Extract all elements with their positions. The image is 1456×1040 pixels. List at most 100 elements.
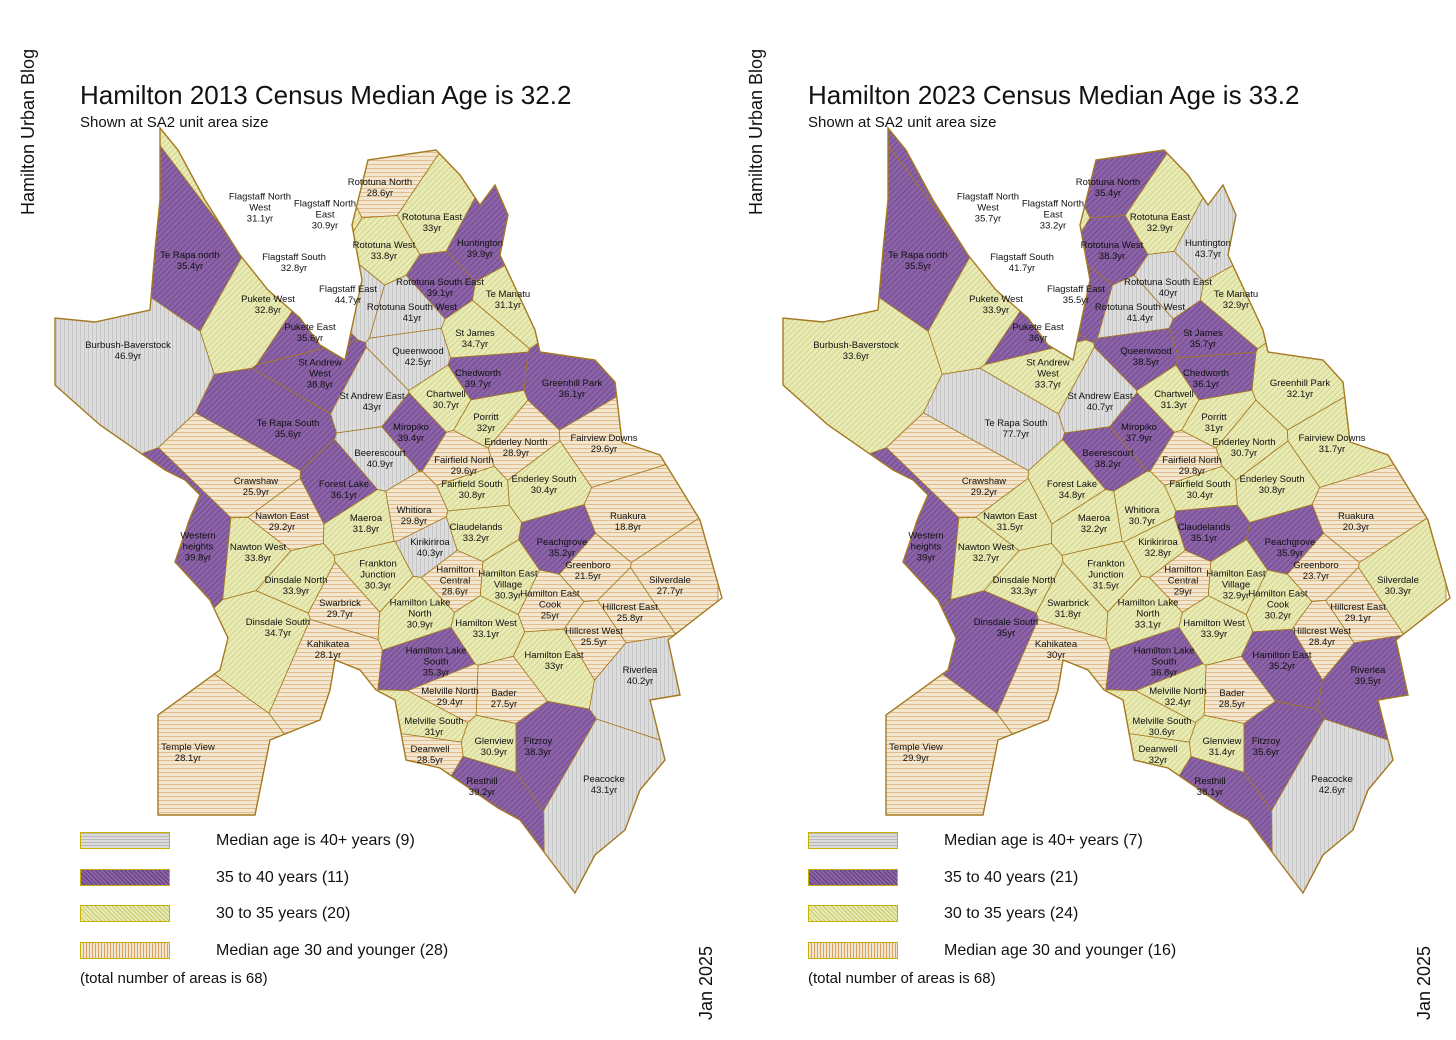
legend-swatch bbox=[808, 869, 898, 886]
area-label: Crawshaw 25.9yr bbox=[234, 476, 278, 498]
area-label: Rototuna East 32.9yr bbox=[1130, 212, 1191, 234]
area-label: Hamilton East 33yr bbox=[524, 650, 583, 672]
area-label: Miropiko 37.9yr bbox=[1121, 422, 1157, 444]
area-label: Resthill 38.1yr bbox=[1194, 776, 1225, 798]
area-label: Bader 27.5yr bbox=[491, 688, 517, 710]
area-label: Enderley South 30.4yr bbox=[512, 474, 577, 496]
area-label: Silverdale 30.3yr bbox=[1377, 575, 1419, 597]
area-label: Chedworth 36.1yr bbox=[1183, 368, 1229, 390]
area-label: Kahikatea 30yr bbox=[1035, 639, 1078, 661]
area-label: Nawton East 29.2yr bbox=[255, 511, 309, 533]
area-label: Greenhill Park 32.1yr bbox=[1270, 378, 1330, 400]
area-label: Te Rapa north 35.5yr bbox=[888, 250, 948, 272]
area-label: St Andrew West 33.7yr bbox=[1026, 358, 1069, 391]
area-label: Claudelands 35.1yr bbox=[1178, 522, 1231, 544]
area-label: Western heights 39.8yr bbox=[180, 531, 215, 564]
area-resthill bbox=[370, 756, 546, 893]
area-label: Pukete West 33.9yr bbox=[969, 294, 1023, 316]
legend-swatch bbox=[80, 832, 170, 849]
date-label: Jan 2025 bbox=[1414, 945, 1434, 1020]
area-label: Crawshaw 29.2yr bbox=[962, 476, 1006, 498]
area-label: Melville South 30.6yr bbox=[1132, 716, 1191, 738]
area-label: Fairview Downs 29.6yr bbox=[570, 433, 637, 455]
area-label: Rototuna East 33yr bbox=[402, 212, 463, 234]
map-panel-2023: Hamilton Urban Blog Hamilton 2023 Census… bbox=[728, 0, 1456, 1040]
area-label: Peachgrove 35.2yr bbox=[537, 537, 588, 559]
area-label: Riverlea 39.5yr bbox=[1351, 665, 1387, 687]
area-label: Chartwell 31.3yr bbox=[1154, 389, 1194, 411]
area-label: Pukete East 36yr bbox=[1012, 322, 1064, 344]
area-label: Swarbrick 29.7yr bbox=[319, 598, 361, 620]
map-panel-2013: Hamilton Urban Blog Hamilton 2013 Census… bbox=[18, 49, 723, 1020]
area-label: Flagstaff North East 33.2yr bbox=[1022, 199, 1084, 232]
area-label: Hamilton Lake North 30.9yr bbox=[390, 598, 451, 631]
area-label: Te Manatu 31.1yr bbox=[486, 289, 530, 311]
area-label: Hamilton West 33.9yr bbox=[1183, 618, 1245, 640]
area-label: Forest Lake 36.1yr bbox=[319, 479, 369, 501]
area-label: Temple View 29.9yr bbox=[889, 742, 943, 764]
area-label: Western heights 39yr bbox=[908, 531, 943, 564]
area-label: Pukete East 35.6yr bbox=[284, 322, 336, 344]
area-label: Burbush-Baverstock 33.6yr bbox=[813, 340, 899, 362]
area-resthill bbox=[1098, 756, 1274, 893]
area-label: Nawton West 33.8yr bbox=[230, 542, 287, 564]
area-label: Greenboro 23.7yr bbox=[1293, 560, 1338, 582]
legend-swatch bbox=[808, 905, 898, 922]
area-label: Fitzroy 35.6yr bbox=[1252, 736, 1281, 758]
area-label: Beerescourt 38.2yr bbox=[1082, 448, 1134, 470]
area-label: Swarbrick 31.8yr bbox=[1047, 598, 1089, 620]
area-label: Hillcrest West 28.4yr bbox=[1293, 626, 1351, 648]
area-label: Hamilton Lake South 36.8yr bbox=[1134, 646, 1195, 679]
area-label: Bader 28.5yr bbox=[1219, 688, 1245, 710]
area-te-rapa-north bbox=[783, 128, 971, 332]
legend-label: Median age 30 and younger (28) bbox=[216, 942, 449, 959]
area-label: Flagstaff North West 35.7yr bbox=[957, 192, 1019, 225]
area-label: Huntington 39.9yr bbox=[457, 238, 503, 260]
area-label: Dinsdale North 33.3yr bbox=[993, 575, 1056, 597]
area-label: Kirikiriroa 32.8yr bbox=[1138, 537, 1178, 559]
area-label: Fairview Downs 31.7yr bbox=[1298, 433, 1365, 455]
area-label: Peacocke 42.6yr bbox=[1311, 774, 1353, 796]
area-te-manatu bbox=[471, 147, 719, 350]
area-te-manatu bbox=[1199, 147, 1447, 350]
area-label: Kirikiriroa 40.3yr bbox=[410, 537, 450, 559]
area-label: Queenwood 38.5yr bbox=[1120, 346, 1171, 368]
area-label: St James 34.7yr bbox=[455, 328, 495, 350]
area-label: Rototuna South West 41.4yr bbox=[1095, 302, 1185, 324]
area-label: Glenview 30.9yr bbox=[474, 736, 513, 758]
area-label: Hamilton East Village 30.3yr bbox=[478, 569, 537, 602]
area-flagstaff-north-east bbox=[1018, 128, 1091, 253]
area-label: Rototuna South East 40yr bbox=[1124, 277, 1212, 299]
area-label: Greenboro 21.5yr bbox=[565, 560, 610, 582]
area-greenhill-park bbox=[1251, 212, 1447, 431]
area-label: St James 35.7yr bbox=[1183, 328, 1223, 350]
area-te-rapa-north bbox=[55, 128, 243, 332]
area-label: Hamilton East 35.2yr bbox=[1252, 650, 1311, 672]
area-label: Porritt 32yr bbox=[473, 412, 499, 434]
area-label: Dinsdale South 35yr bbox=[974, 617, 1038, 639]
map-title: Hamilton 2013 Census Median Age is 32.2 bbox=[80, 80, 572, 110]
area-label: Hamilton Central 29yr bbox=[1164, 565, 1202, 598]
legend-swatch bbox=[80, 942, 170, 959]
area-label: Ruakura 18.8yr bbox=[610, 511, 647, 533]
area-label: Fairfield South 30.4yr bbox=[1169, 479, 1230, 501]
area-label: Hillcrest East 29.1yr bbox=[1330, 602, 1386, 624]
area-label: Melville South 31yr bbox=[404, 716, 463, 738]
area-label: Chartwell 30.7yr bbox=[426, 389, 466, 411]
area-label: Hamilton Lake North 33.1yr bbox=[1118, 598, 1179, 631]
area-label: Peachgrove 35.9yr bbox=[1265, 537, 1316, 559]
area-label: Frankton Junction 31.5yr bbox=[1087, 559, 1125, 592]
legend-swatch bbox=[80, 869, 170, 886]
area-label: Rototuna North 35.4yr bbox=[1076, 177, 1140, 199]
area-label: Flagstaff East 35.5yr bbox=[1047, 284, 1105, 306]
legend-label: Median age is 40+ years (7) bbox=[944, 832, 1143, 849]
area-label: Kahikatea 28.1yr bbox=[307, 639, 350, 661]
area-label: Te Rapa South 77.7yr bbox=[985, 418, 1048, 440]
legend-swatch bbox=[808, 942, 898, 959]
legend-label: 35 to 40 years (11) bbox=[216, 869, 350, 886]
area-label: Burbush-Baverstock 46.9yr bbox=[85, 340, 171, 362]
area-label: Te Manatu 32.9yr bbox=[1214, 289, 1258, 311]
area-greenhill-park bbox=[523, 212, 719, 431]
